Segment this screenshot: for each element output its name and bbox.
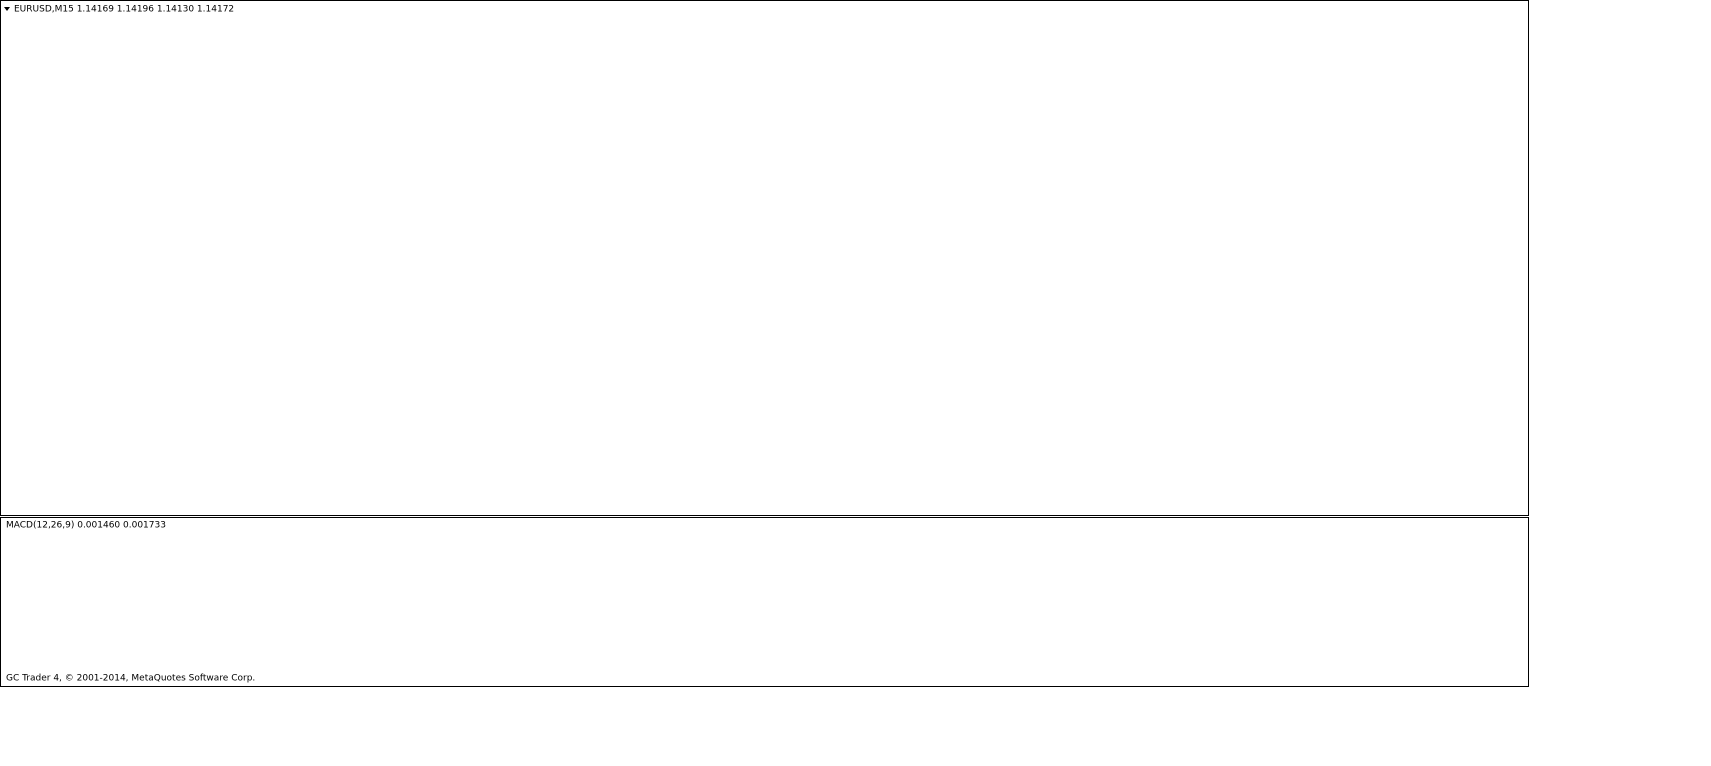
footer: GC Trader 4, © 2001-2014, MetaQuotes Sof… bbox=[6, 674, 255, 684]
main-panel bbox=[0, 0, 1529, 516]
menu-arrow bbox=[4, 7, 10, 11]
text-layer: EURUSD,M15 1.14169 1.14196 1.14130 1.141… bbox=[4, 5, 255, 684]
macd-title: MACD(12,26,9) 0.001460 0.001733 bbox=[6, 521, 166, 531]
macd-panel bbox=[0, 517, 1529, 687]
chart-title: EURUSD,M15 1.14169 1.14196 1.14130 1.141… bbox=[14, 5, 234, 15]
